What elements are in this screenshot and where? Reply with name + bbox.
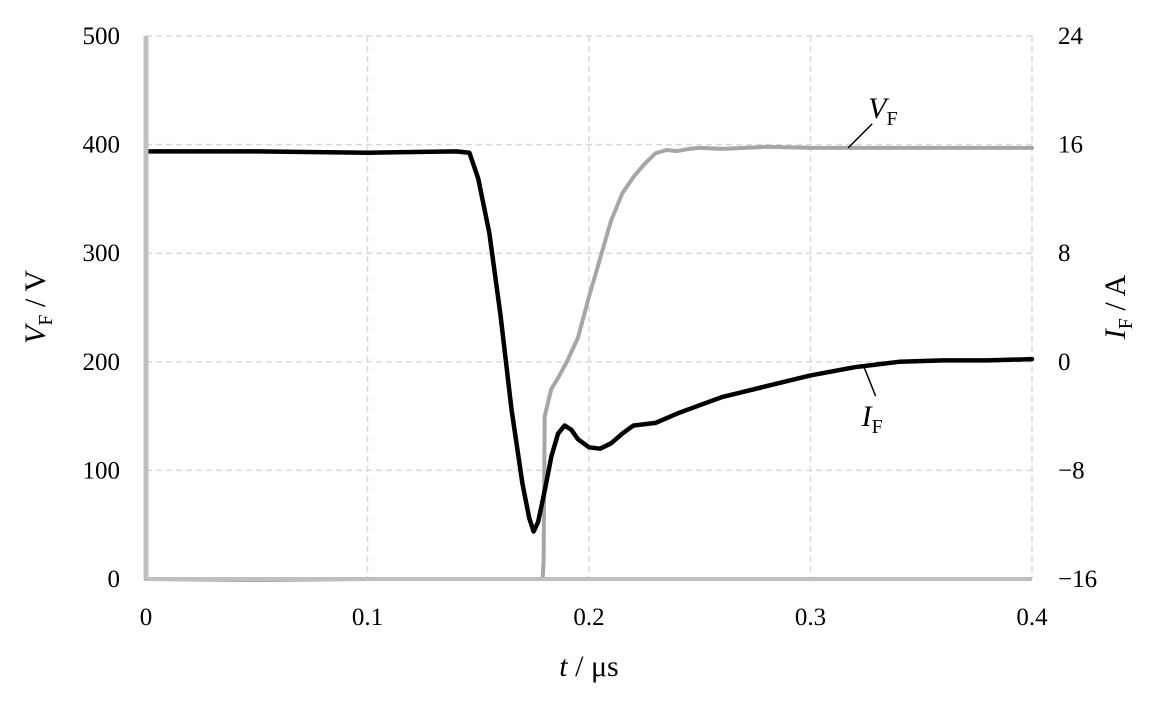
x-label-sep: / — [568, 650, 591, 683]
y-right-label-sub: F — [1115, 318, 1137, 329]
grid — [146, 35, 1033, 579]
annotation-leader — [862, 365, 877, 397]
annotation-leader — [847, 123, 873, 149]
x-label-unit: μs — [591, 650, 619, 683]
y-right-label-sep: / — [1099, 296, 1132, 318]
y-left-label-var: V — [19, 322, 52, 344]
y-left-tick-label: 400 — [83, 132, 121, 159]
annotation-label: IF — [861, 400, 883, 438]
y-right-label-unit: A — [1099, 274, 1132, 296]
y-right-tick-label: 16 — [1058, 132, 1083, 159]
y-left-tick-label: 0 — [108, 566, 121, 593]
annotation-sub: F — [886, 108, 897, 130]
y-right-label-var: I — [1099, 327, 1132, 340]
x-label-var: t — [559, 650, 568, 683]
y-right-tick-label: 24 — [1058, 23, 1084, 50]
y-right-tick-label: 0 — [1058, 349, 1071, 376]
y-left-tick-label: 200 — [83, 349, 121, 376]
y-left-tick-label: 300 — [83, 240, 121, 267]
x-tick-label: 0.2 — [573, 604, 604, 631]
y-right-tick-label: 8 — [1058, 240, 1071, 267]
y-left-label-sep: / — [19, 292, 52, 315]
y-left-axis-label: VF / V — [19, 270, 57, 344]
annotation-var: I — [861, 400, 874, 433]
annotation-sub: F — [872, 416, 883, 438]
x-tick-label: 0 — [140, 604, 153, 631]
annotation-var: V — [868, 92, 890, 125]
y-left-tick-label: 500 — [83, 23, 121, 50]
y-right-tick-label: −16 — [1058, 566, 1097, 593]
y-right-tick-label: −8 — [1058, 457, 1085, 484]
axes — [143, 36, 1032, 581]
x-tick-label: 0.3 — [795, 604, 826, 631]
x-axis-label: t / μs — [559, 650, 618, 683]
annotation-label: VF — [868, 92, 897, 130]
tick-labels: 0 100 200 300 400 500 −16 −8 0 8 16 24 0 0.1 0.2 0.3 0.4 — [83, 23, 1098, 631]
y-right-axis-label: IF / A — [1099, 274, 1137, 340]
x-tick-label: 0.4 — [1016, 604, 1048, 631]
y-left-label-sub: F — [35, 315, 57, 326]
y-left-label-unit: V — [19, 270, 52, 292]
y-left-tick-label: 100 — [83, 457, 121, 484]
series-line-if — [143, 149, 1035, 534]
x-tick-label: 0.1 — [352, 604, 383, 631]
